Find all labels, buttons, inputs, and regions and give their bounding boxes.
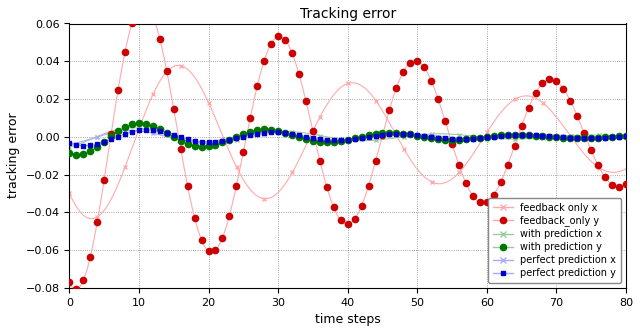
X-axis label: time steps: time steps bbox=[315, 313, 381, 326]
Title: Tracking error: Tracking error bbox=[300, 7, 396, 21]
Legend: feedback only x, feedback_only y, with prediction x, with prediction y, perfect : feedback only x, feedback_only y, with p… bbox=[488, 198, 621, 283]
Y-axis label: tracking error: tracking error bbox=[7, 113, 20, 198]
